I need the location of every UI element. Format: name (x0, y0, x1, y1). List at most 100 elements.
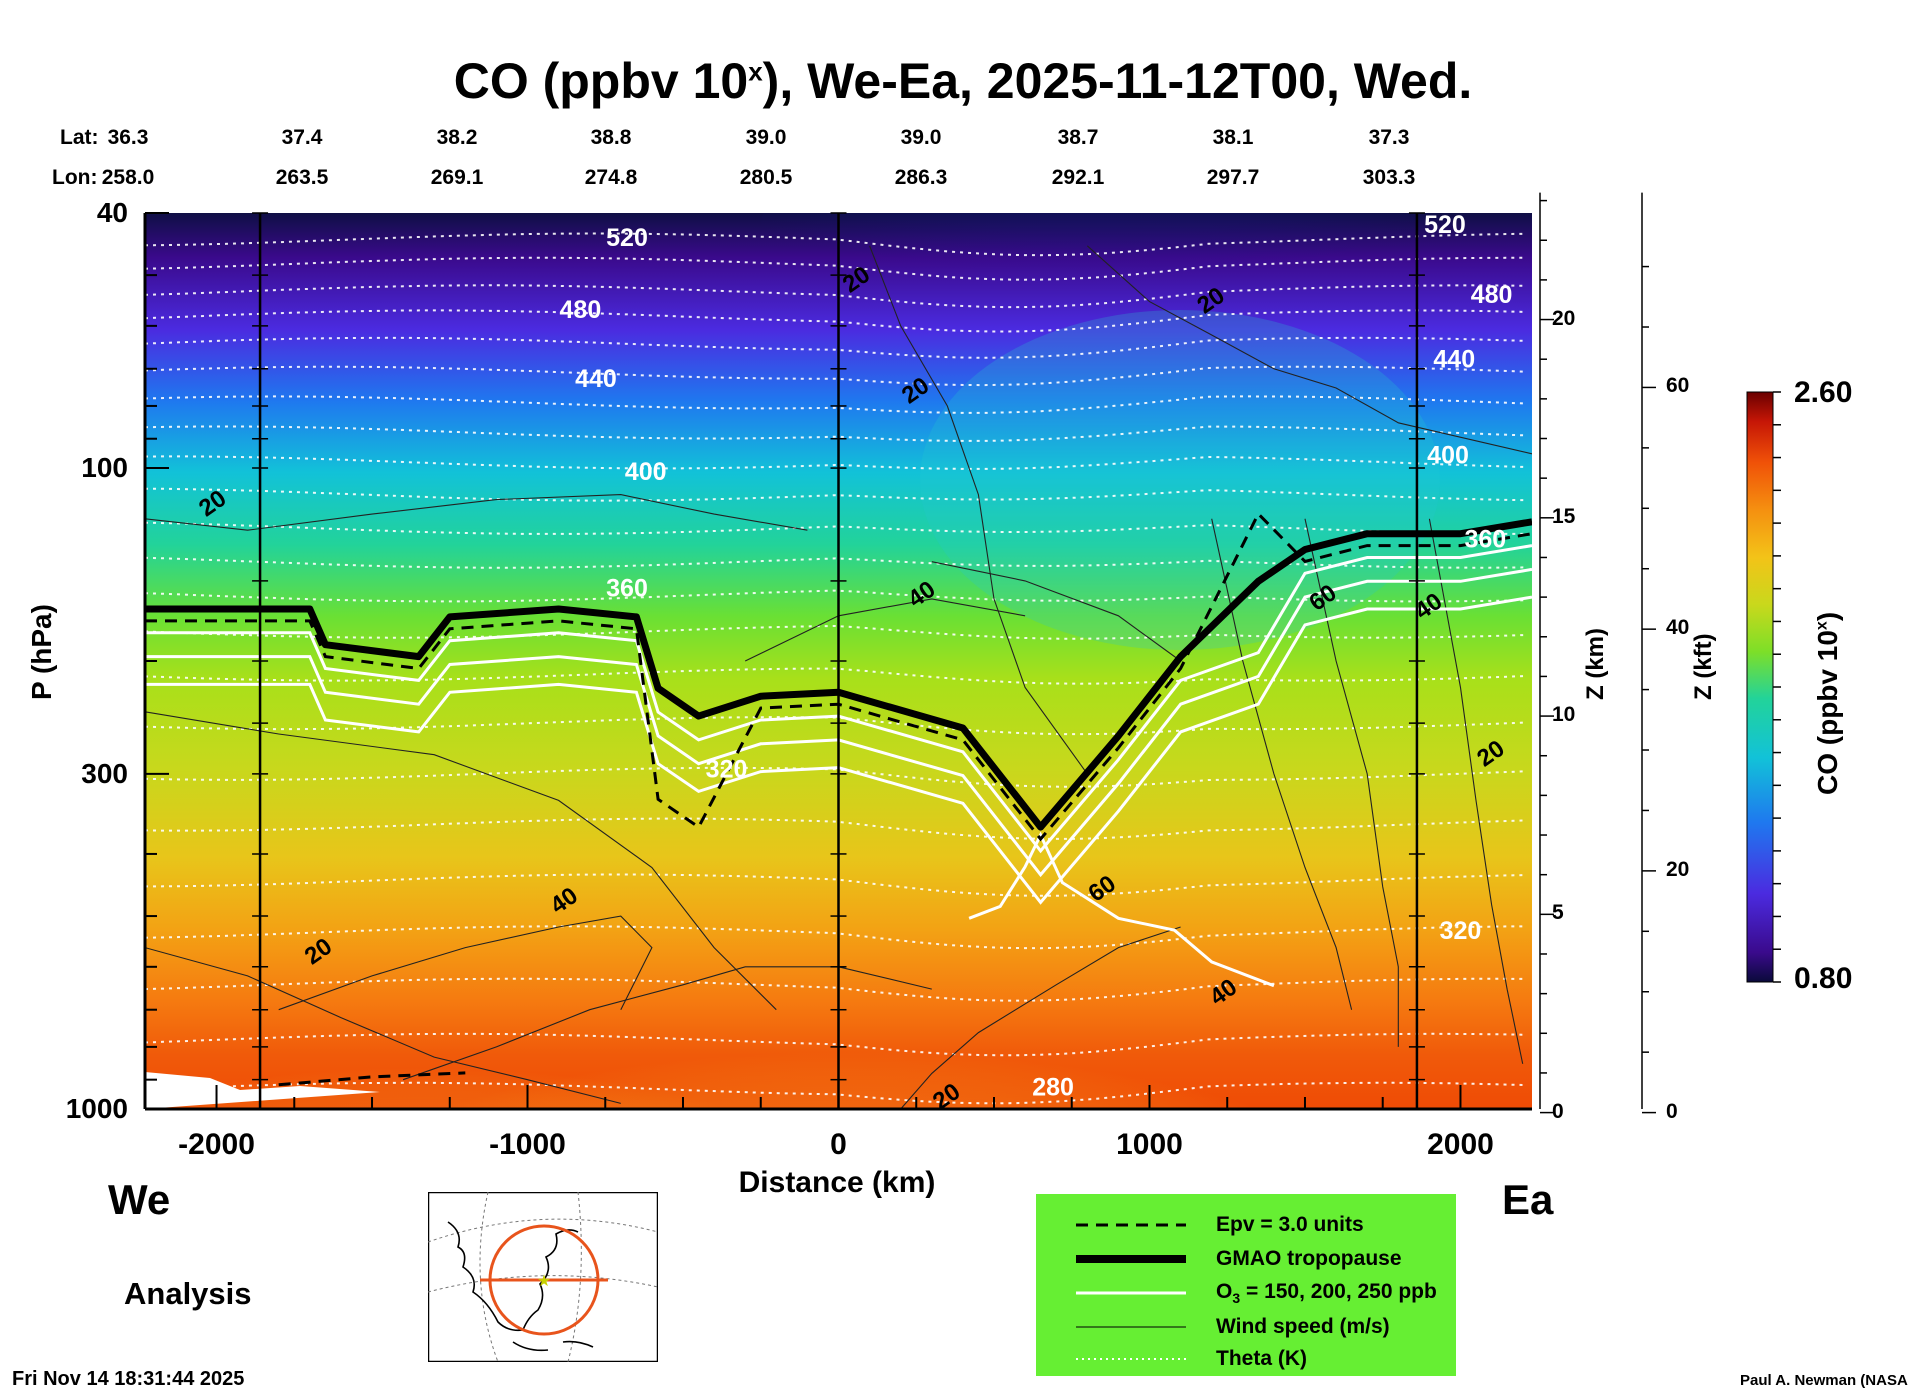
wind-line (931, 561, 1181, 662)
wind-line (1211, 518, 1353, 1010)
ozone-line (145, 595, 1532, 905)
z-km-tick-label: 10 (1552, 703, 1576, 727)
chart-title: CO (ppbv 10x), We-Ea, 2025-11-12T00, Wed… (453, 53, 1473, 109)
theta-line (145, 455, 1526, 470)
lon-value: 258.0 (101, 166, 155, 189)
colorbar-max-label: 2.60 (1794, 376, 1853, 409)
theta-label: 360 (606, 575, 648, 603)
lat-value: 38.8 (590, 126, 632, 149)
theta-line (145, 309, 1526, 333)
theta-line (145, 556, 1526, 569)
lon-value: 274.8 (584, 166, 638, 189)
lat-value: 38.1 (1212, 126, 1254, 149)
theta-line (145, 977, 1526, 1002)
west-label: We (108, 1176, 171, 1223)
theta-line (145, 487, 1526, 502)
wind-line (869, 245, 1088, 775)
x-tick-label: -2000 (178, 1128, 255, 1161)
ozone-line (145, 567, 1532, 878)
theta-line (145, 925, 1526, 950)
theta-line (145, 624, 1526, 640)
x-tick-label: 1000 (1116, 1128, 1183, 1161)
wind-line (278, 915, 653, 1011)
theta-line (145, 336, 1526, 359)
z-km-title: Z (km) (1582, 628, 1609, 700)
theta-line (145, 667, 1526, 685)
legend-item-epv: Epv = 3.0 units (1076, 1210, 1364, 1240)
z-kft-tick-label: 20 (1666, 857, 1690, 881)
wind-line (744, 598, 1026, 662)
y-axis-title: P (hPa) (26, 604, 57, 700)
theta-label: 400 (625, 458, 667, 486)
theta-line (145, 521, 1526, 535)
analysis-label: Analysis (124, 1276, 252, 1311)
z-kft-tick-label: 60 (1666, 374, 1690, 398)
theta-contours (145, 232, 1526, 1105)
y-tick-label: 100 (81, 452, 128, 484)
lat-value: 36.3 (107, 126, 149, 149)
theta-label: 320 (1440, 917, 1482, 945)
theta-line (145, 817, 1526, 840)
theta-line (145, 256, 1526, 281)
lat-value: 38.2 (436, 126, 478, 149)
legend-item-theta: Theta (K) (1076, 1344, 1307, 1374)
lat-value: 39.0 (745, 126, 787, 149)
wind-line (145, 494, 808, 531)
epv-low-path (278, 1071, 466, 1087)
x-tick-label: 0 (830, 1128, 847, 1161)
colorbar (1746, 391, 1774, 983)
theta-line (145, 1032, 1526, 1057)
lon-value: 297.7 (1206, 166, 1260, 189)
ozone-line (145, 544, 1532, 854)
theta-line (145, 232, 1526, 257)
legend-swatch-dotted (1076, 1358, 1186, 1360)
y-tick-label: 40 (96, 197, 128, 228)
tropopause-line (145, 518, 1532, 831)
z-km-tick-label: 20 (1552, 306, 1576, 330)
wind-line (900, 926, 1181, 1109)
lon-label: Lon: (52, 166, 98, 189)
lon-value: 263.5 (275, 166, 329, 189)
wind-line (1304, 518, 1399, 1047)
colorbar-min-label: 0.80 (1794, 962, 1853, 995)
theta-line (145, 395, 1526, 414)
y-tick-label: 1000 (65, 1093, 128, 1124)
wind-line (145, 711, 777, 1011)
ozone-contours (145, 544, 1532, 988)
wind-line (1086, 245, 1532, 455)
lon-value: 280.5 (739, 166, 793, 189)
theta-label: 480 (1471, 281, 1513, 309)
lon-value: 303.3 (1362, 166, 1416, 189)
lat-value: 37.4 (281, 126, 323, 149)
legend-item-wind: Wind speed (m/s) (1076, 1312, 1390, 1342)
theta-label: 400 (1427, 441, 1469, 469)
theta-line (145, 1081, 1526, 1105)
z-km-tick-label: 0 (1552, 1099, 1564, 1123)
legend: Epv = 3.0 units GMAO tropopause O3 = 150… (1036, 1194, 1456, 1376)
z-km-tick-label: 5 (1552, 901, 1564, 925)
theta-line (145, 284, 1526, 309)
z-kft-title: Z (kft) (1690, 633, 1717, 700)
profile-lines (252, 212, 1425, 1109)
theta-label: 360 (1464, 526, 1506, 554)
legend-item-tropopause: GMAO tropopause (1076, 1244, 1402, 1274)
lat-value: 39.0 (900, 126, 942, 149)
z-kft-tick-label: 40 (1666, 616, 1690, 640)
lat-label: Lat: (60, 126, 99, 149)
theta-label: 440 (1433, 345, 1475, 373)
legend-swatch-thin (1076, 1326, 1186, 1328)
tropopause-path (145, 518, 1532, 831)
wind-line (145, 947, 621, 1104)
z-kft-tick-label: 0 (1666, 1099, 1678, 1123)
credit: Paul A. Newman (NASA (1740, 1372, 1908, 1389)
lat-value: 38.7 (1057, 126, 1099, 149)
colorbar-title: CO (ppbv 10x) (1812, 611, 1843, 795)
theta-label: 520 (606, 224, 648, 252)
theta-label: 520 (1424, 211, 1466, 239)
legend-item-ozone: O3 = 150, 200, 250 ppb (1076, 1278, 1437, 1308)
legend-swatch-thick (1076, 1255, 1186, 1263)
axis-ticks (145, 192, 1781, 1114)
wind-speed-contours (145, 245, 1532, 1109)
ozone-fold-line (968, 831, 1275, 988)
